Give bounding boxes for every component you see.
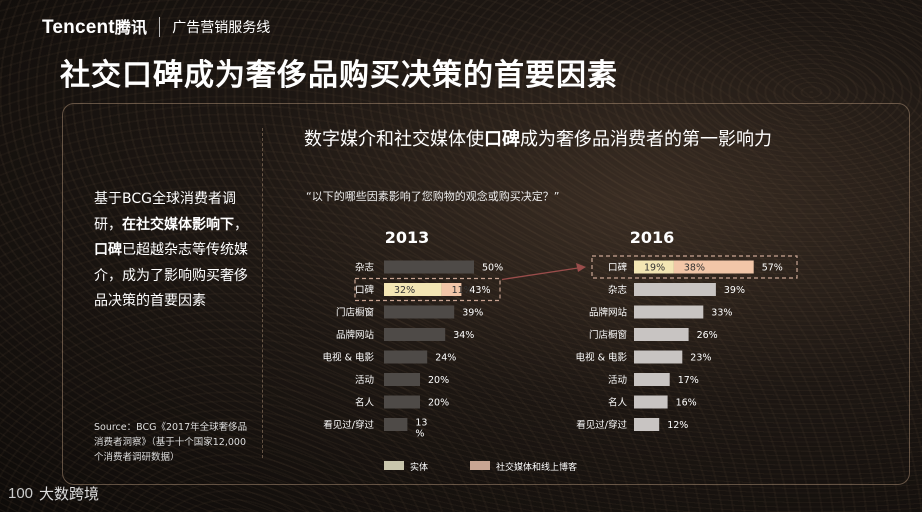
connector-arrowhead <box>576 263 586 272</box>
bar <box>384 328 446 341</box>
value-label: 20% <box>428 398 449 409</box>
segment-label: 38% <box>684 263 705 274</box>
category-label: 看见过/穿过 <box>576 419 627 431</box>
legend-label-social: 社交媒体和线上博客 <box>496 463 578 473</box>
value-label: 57% <box>762 263 783 274</box>
bar <box>634 373 670 386</box>
bar <box>384 350 428 364</box>
value-label: 39% <box>724 285 745 296</box>
page-title: 社交口碑成为奢侈品购买决策的首要因素 <box>60 58 618 93</box>
side-text-bold: 口碑 <box>94 242 122 258</box>
value-label: 39% <box>462 308 483 319</box>
header-subtitle: 广告营销服务线 <box>172 19 271 36</box>
side-text-part: ， <box>234 216 248 233</box>
bar <box>384 373 420 386</box>
value-label: 24% <box>435 353 456 364</box>
category-label: 活动 <box>355 374 374 386</box>
bar-segment <box>673 260 754 274</box>
category-label: 口碑 <box>355 284 375 296</box>
bar <box>384 395 420 409</box>
side-text-part: 已超越杂志等传统媒介，成为了影响购买奢侈品决策的首要因素 <box>94 242 248 309</box>
bar <box>384 260 474 274</box>
category-label: 门店橱窗 <box>589 329 627 341</box>
side-text-part: 基于BCG全球消费者调研， <box>94 191 236 233</box>
category-label: 电视 & 电影 <box>323 352 375 364</box>
chart-year-title-2013: 2013 <box>385 228 430 247</box>
value-label: 26% <box>697 330 718 341</box>
highlight-box <box>591 255 798 279</box>
bar <box>634 305 704 319</box>
segment-label: 19% <box>644 263 665 274</box>
panel-divider <box>262 128 263 458</box>
source-note: Source：BCG《2017年全球奢侈品消费者洞察》（基于十个国家12,000… <box>94 422 248 463</box>
legend-swatch-social <box>470 461 490 470</box>
watermark-logo-icon: 100 <box>8 485 34 502</box>
category-label: 名人 <box>608 397 628 409</box>
chart-subtitle: 数字媒介和社交媒体使口碑成为奢侈品消费者的第一影响力 <box>304 129 772 150</box>
watermark: 100 大数跨境 <box>8 483 99 504</box>
bar <box>384 418 408 431</box>
category-label: 名人 <box>355 397 375 409</box>
segment-label: 11% <box>452 285 473 296</box>
value-label: 20% <box>428 375 449 386</box>
category-label: 电视 & 电影 <box>576 352 628 364</box>
bar <box>384 305 455 319</box>
side-description: 基于BCG全球消费者调研，在社交媒体影响下， 口碑已超越杂志等传统媒介，成为了影响… <box>94 187 254 315</box>
value-label: 33% <box>711 308 732 319</box>
bar <box>634 328 689 341</box>
highlight-box <box>354 277 501 302</box>
watermark-text: 大数跨境 <box>39 485 100 503</box>
category-label: 品牌网站 <box>336 329 375 341</box>
survey-question: “以下的哪些因素影响了您购物的观念或购买决定？” <box>306 190 560 203</box>
value-label: 13 <box>415 418 427 429</box>
bar-segment <box>441 283 462 296</box>
content-panel <box>62 103 910 485</box>
tencent-logo: Tencent腾讯 <box>42 17 148 38</box>
bar <box>634 350 683 364</box>
bar <box>634 418 660 431</box>
category-label: 门店橱窗 <box>336 307 374 319</box>
connector-arrow <box>501 267 579 281</box>
legend-swatch-physical <box>384 461 404 470</box>
category-label: 品牌网站 <box>589 307 628 319</box>
value-label: 23% <box>690 353 711 364</box>
side-text-bold: 在社交媒体影响下 <box>122 216 234 233</box>
segment-label: 32% <box>394 285 415 296</box>
category-label: 杂志 <box>608 284 627 296</box>
category-label: 看见过/穿过 <box>323 419 374 431</box>
bar <box>634 395 668 409</box>
header: Tencent腾讯 广告营销服务线 <box>42 14 270 39</box>
chart-year-title-2016: 2016 <box>630 228 675 247</box>
value-label: 50% <box>482 263 503 274</box>
value-label: % <box>415 429 424 440</box>
category-label: 活动 <box>608 374 627 386</box>
value-label: 43% <box>469 285 490 296</box>
legend-label-physical: 实体 <box>410 463 429 473</box>
bar <box>634 283 716 296</box>
bar-segment <box>634 260 674 274</box>
header-divider <box>159 16 161 37</box>
value-label: 12% <box>667 420 688 431</box>
value-label: 16% <box>676 398 697 409</box>
value-label: 34% <box>453 330 474 341</box>
value-label: 17% <box>678 375 699 386</box>
category-label: 口碑 <box>608 262 628 274</box>
bar-segment <box>384 283 442 296</box>
category-label: 杂志 <box>355 262 374 274</box>
